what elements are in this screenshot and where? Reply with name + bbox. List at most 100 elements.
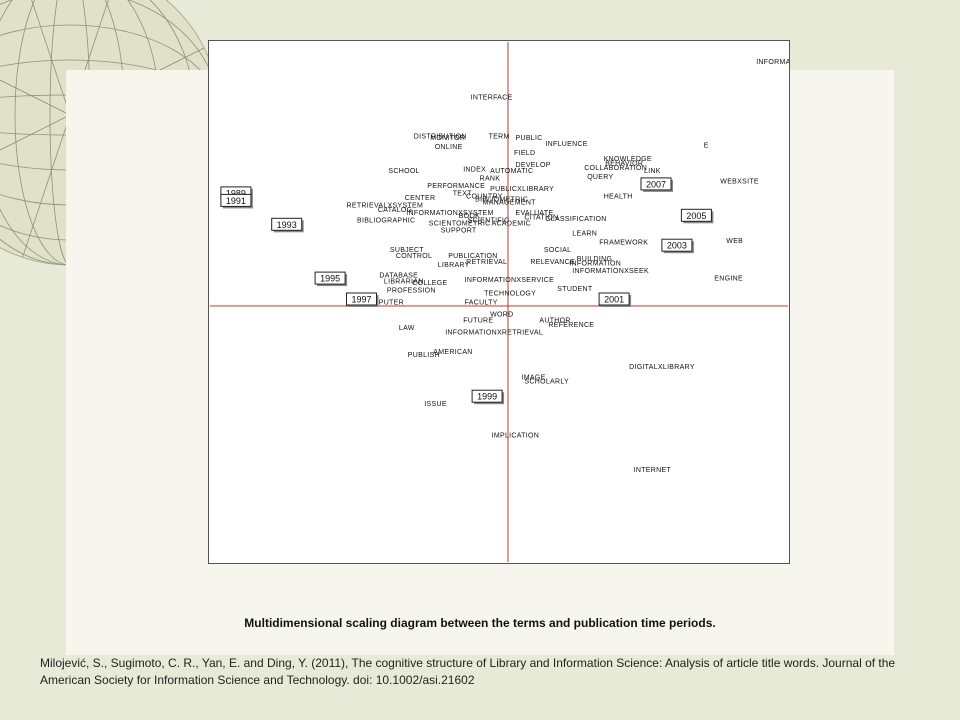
year-box: [271, 217, 303, 231]
term-label: HEALTH: [604, 193, 633, 200]
term-label: LEARN: [572, 231, 597, 238]
term-label: PROFESSION: [387, 288, 436, 295]
term-label: SCHOLARLY: [524, 379, 569, 386]
mds-plot: CLUSTER INFORMATIONXLITERACY INTERFACE DIST…: [210, 41, 789, 562]
year-label: 2001: [604, 295, 624, 305]
term-label: SUPPORT: [441, 228, 477, 235]
year-label: 2005: [686, 211, 706, 221]
year-label: 1991: [226, 196, 246, 206]
year-box: [346, 292, 377, 306]
year-marker-1999: 1999: [471, 389, 505, 405]
year-marker-2005: 2005: [680, 208, 714, 224]
term-label: FACULTY: [465, 300, 498, 307]
year-marker-2001: 2001: [598, 292, 632, 307]
term-label: SOCIAL: [544, 247, 571, 254]
term-label: INFORMATIONXSYSTEM: [406, 210, 493, 217]
year-box: [314, 271, 346, 285]
year-label: 2007: [646, 179, 666, 189]
term-label: LIBRARY: [438, 262, 470, 269]
term-label: SCIENTIFIC: [468, 217, 510, 224]
term-label: INTERNET: [634, 467, 672, 474]
term-label: FRAMEWORK: [599, 240, 648, 247]
term-label: WEB: [726, 238, 743, 245]
year-marker-1993: 1993: [271, 217, 304, 233]
term-label: CONTROL: [396, 253, 432, 260]
term-label: TECHNOLOGY: [484, 291, 536, 298]
term-label: QUERY: [587, 174, 613, 181]
term-label: KNOWLEDGE: [604, 156, 652, 163]
term-label: BIBLIOMETRIC: [475, 196, 528, 203]
term-label: PUBLICXLIBRARY: [490, 186, 554, 193]
term-label: COUNTRY: [466, 193, 503, 200]
term-label: COMPUTER: [362, 300, 404, 307]
term-label: BIBLIOGRAPHIC: [357, 217, 415, 224]
term-label: AMERICAN: [433, 349, 472, 356]
term-label: LIBRARIAN: [384, 279, 424, 286]
year-marker-1997: 1997: [346, 292, 379, 307]
term-label: INFLUENCE: [545, 141, 587, 148]
term-label: FIELD: [514, 150, 535, 157]
year-marker-2003: 2003: [661, 238, 694, 254]
term-label: CLUSTER: [523, 41, 558, 42]
term-label: SCIENTOMETRIC: [429, 220, 491, 227]
term-label: ONLINE: [435, 144, 463, 151]
year-label: 1999: [477, 392, 497, 402]
term-label: SUBJECT: [390, 247, 424, 254]
term-label: REFERENCE: [548, 322, 594, 329]
term-label: AUTOMATIC: [490, 168, 533, 175]
term-label: IMAGE: [522, 374, 546, 381]
term-label: IMPLICATION: [492, 433, 540, 440]
term-label: ENGINE: [714, 276, 743, 283]
year-marker-2007: 2007: [640, 177, 673, 192]
term-label: WORD: [490, 312, 513, 319]
term-label: COLLEGE: [412, 280, 447, 287]
year-label: 1997: [351, 295, 371, 305]
term-label: RANK: [480, 175, 501, 182]
term-label: STUDENT: [557, 286, 593, 293]
mds-diagram: CLUSTER INFORMATIONXLITERACY INTERFACE DIST…: [208, 40, 790, 564]
term-label: DIGITALXLIBRARY: [629, 364, 695, 371]
term-label: INFORMATIONXSEEK: [572, 268, 649, 275]
year-box: [661, 238, 693, 252]
figure-caption: Multidimensional scaling diagram between…: [244, 616, 716, 630]
term-label: RETRIEVAL: [466, 259, 507, 266]
term-label: E: [704, 143, 709, 150]
term-label: PUBLICATION: [448, 253, 497, 260]
year-box: [471, 389, 503, 403]
term-label: ACADEMIC: [492, 220, 531, 227]
term-label: MONITOR: [430, 135, 465, 142]
citation-text: Milojević, S., Sugimoto, C. R., Yan, E. …: [40, 656, 896, 687]
term-label: PUBLIC: [516, 135, 543, 142]
term-label: BUILDING: [577, 256, 612, 263]
term-label: RELEVANCE: [530, 259, 575, 266]
term-label: DEVELOP: [516, 162, 551, 169]
year-label: 1995: [320, 274, 340, 284]
term-label: MANAGEMENT: [483, 199, 537, 206]
term-label: CITATION: [524, 214, 558, 221]
term-label: COLLABORATION: [584, 165, 647, 172]
term-label: PERFORMANCE: [427, 183, 485, 190]
term-label: CENTER: [405, 195, 436, 202]
term-label: WEBXSITE: [720, 178, 759, 185]
year-marker-1995: 1995: [314, 271, 348, 287]
term-label: RETRIEVALXSYSTEM: [347, 202, 424, 209]
year-marker-1991: 1991: [220, 193, 253, 209]
term-label: INDEX: [463, 167, 486, 174]
year-box: [640, 177, 672, 191]
term-label: LAW: [399, 325, 415, 332]
term-label: BEHAVIOR: [605, 161, 643, 168]
term-label: INFORMATIONXSERVICE: [465, 277, 554, 284]
year-label: 1989: [226, 188, 246, 198]
term-label: TEXT: [453, 190, 473, 197]
term-label: BOOK: [459, 213, 480, 220]
term-label: FUTURE: [463, 317, 493, 324]
year-label: 1993: [277, 220, 297, 230]
year-box: [220, 193, 252, 207]
term-label: EVALUATE: [516, 210, 554, 217]
year-box: [680, 208, 712, 222]
year-label: 2003: [667, 241, 687, 251]
term-label: PUBLISH: [408, 352, 440, 359]
year-box: [598, 292, 630, 306]
term-label: CLASSIFICATION: [545, 216, 606, 223]
term-label: INFORMATIONXLITERACY: [756, 59, 789, 66]
